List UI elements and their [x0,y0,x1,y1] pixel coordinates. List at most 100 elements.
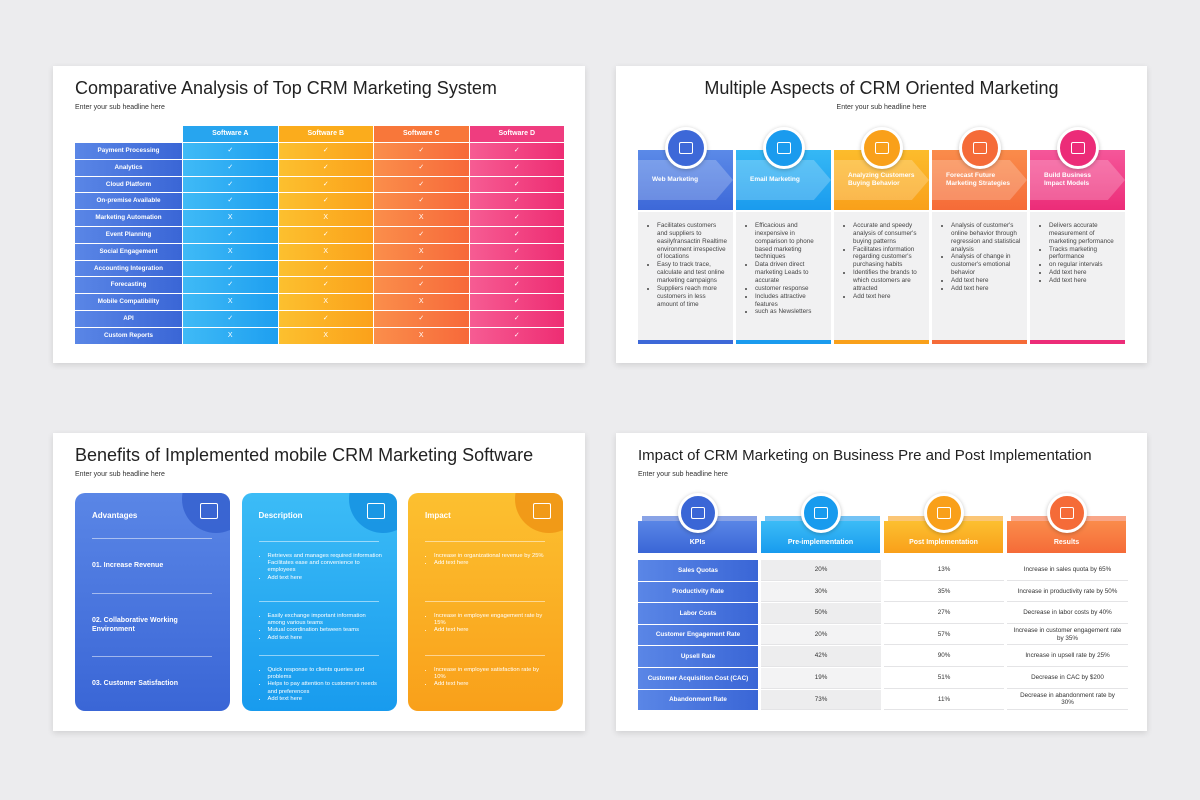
table-cell: 27% [884,603,1004,624]
divider [425,655,545,656]
icon-glyph [1059,507,1074,519]
bullet: Facilitates customers and suppliers to e… [657,222,728,261]
cell-text: Abandonment Rate [669,696,727,704]
slide-title: Multiple Aspects of CRM Oriented Marketi… [704,78,1059,98]
table-cell: X [183,327,278,344]
bullet: Increase in employee engagement rate by … [434,613,550,627]
aspect-body [834,212,929,340]
advantage-item: 03. Customer Satisfaction [92,680,178,687]
icon-glyph [813,507,828,519]
table-cell: 13% [884,560,1004,581]
bullet: customer response [755,285,826,293]
icon-circle [1046,493,1087,533]
table-cell: Increase in upsell rate by 25% [1007,646,1128,667]
feature-label: Event Planning [75,227,182,243]
feature-label: Accounting Integration [75,260,182,277]
icon-glyph [936,507,951,519]
cell-text: 57% [937,630,951,638]
cell-text: 20% [814,630,828,638]
benefit-bullets: Increase in employee engagement rate by … [425,613,550,635]
card-icon [366,503,385,519]
table-cell: 51% [884,668,1004,689]
aspect-bullets: Efficacious and inexpensive in compariso… [746,222,826,316]
cell-text: 35% [937,587,951,595]
table-cell: ✓ [183,311,278,327]
bullet: Retrieves and manages required informati… [268,553,384,575]
cell-text: 20% [814,566,828,574]
table-cell: 30% [761,581,881,603]
cell-text: Customer Engagement Rate [655,631,741,639]
aspect-label-text: Analyzing Customers Buying Behavior [848,171,915,187]
bullet: Suppliers reach more customers in less a… [657,285,728,309]
bullet: Mutual coordination between teams [268,627,384,634]
cell-text: Increase in sales quota by 65% [1023,566,1112,574]
feature-label: Payment Processing [75,143,182,159]
benefit-bullets: Increase in employee satisfaction rate b… [425,667,550,689]
table-cell: X [278,210,373,226]
header-label: Results [1053,539,1080,546]
table-cell: ✓ [374,277,469,294]
table-cell: ✓ [374,260,469,277]
column-header: Software D [469,126,564,142]
bullet: Efficacious and inexpensive in compariso… [755,222,826,261]
slide-subtitle: Enter your sub headline here [836,104,927,111]
bullet: Easy to track trace, calculate and test … [657,261,728,285]
table-cell: 57% [884,624,1004,646]
aspect-bullets: Facilitates customers and suppliers to e… [648,222,728,308]
bullet: such as Newsletters [755,308,826,316]
aspect-stripe [932,340,1027,344]
slide-benefits: Benefits of Implemented mobile CRM Marke… [53,433,585,731]
icon-glyph [690,507,705,519]
feature-label: Analytics [75,159,182,176]
cell-text: Productivity Rate [672,588,724,596]
table-cell: ✓ [374,311,469,327]
aspect-bullets: Accurate and speedy analysis of consumer… [844,222,924,301]
cell-text: Increase in customer engagement rate by … [1013,627,1122,642]
table-cell: Increase in sales quota by 65% [1007,560,1128,581]
table-cell: X [183,294,278,310]
bullet: Add text here [1049,277,1120,285]
table-cell: ✓ [469,227,564,243]
cell-text: Customer Acquisition Cost (CAC) [647,674,749,682]
table-cell: ✓ [469,311,564,327]
bullet: Add text here [434,560,550,567]
table-cell: X [183,210,278,226]
table-cell: ✓ [469,159,564,176]
bullet: Add text here [268,696,384,703]
table-cell: ✓ [278,176,373,193]
bullet: Add text here [434,627,550,634]
card-icon [533,503,551,519]
bullet: Tracks marketing performance [1049,246,1120,262]
header-label: Post Implementation [909,539,978,546]
table-cell: ✓ [278,159,373,176]
card-heading: Impact [425,511,451,520]
slide-subtitle: Enter your sub headline here [75,471,165,478]
feature-label: Social Engagement [75,243,182,260]
table-cell: 20% [761,560,881,581]
table-cell: 35% [884,581,1004,603]
aspect-label: Web Marketing [652,150,720,210]
cell-text: Increase in productivity rate by 50% [1017,587,1118,595]
icon-circle [1056,127,1099,169]
cell-text: Decrease in abandonment rate by 30% [1020,691,1115,707]
table-cell: X [183,243,278,260]
table-cell: ✓ [183,193,278,210]
aspect-label: Analyzing Customers Buying Behavior [848,150,916,210]
cell-text: Increase in upsell rate by 25% [1025,652,1110,660]
cell-text: 90% [937,652,951,660]
icon-glyph [1070,142,1085,154]
slide-title: Benefits of Implemented mobile CRM Marke… [75,445,534,465]
icon-glyph [776,142,791,154]
aspect-label-text: Build Business Impact Models [1044,171,1091,187]
table-cell: 50% [761,603,881,624]
slide-impact: Impact of CRM Marketing on Business Pre … [616,433,1147,731]
table-cell: 11% [884,689,1004,711]
aspect-label: Email Marketing [750,150,818,210]
advantage-item: 02. Collaborative Working Environment [92,617,178,633]
table-cell: ✓ [183,176,278,193]
table-cell: 20% [761,624,881,646]
card-heading: Advantages [92,511,138,520]
bullet: Quick response to clients queries and pr… [268,667,384,681]
benefit-bullets: Increase in organizational revenue by 25… [425,553,550,567]
icon-circle [860,127,903,169]
